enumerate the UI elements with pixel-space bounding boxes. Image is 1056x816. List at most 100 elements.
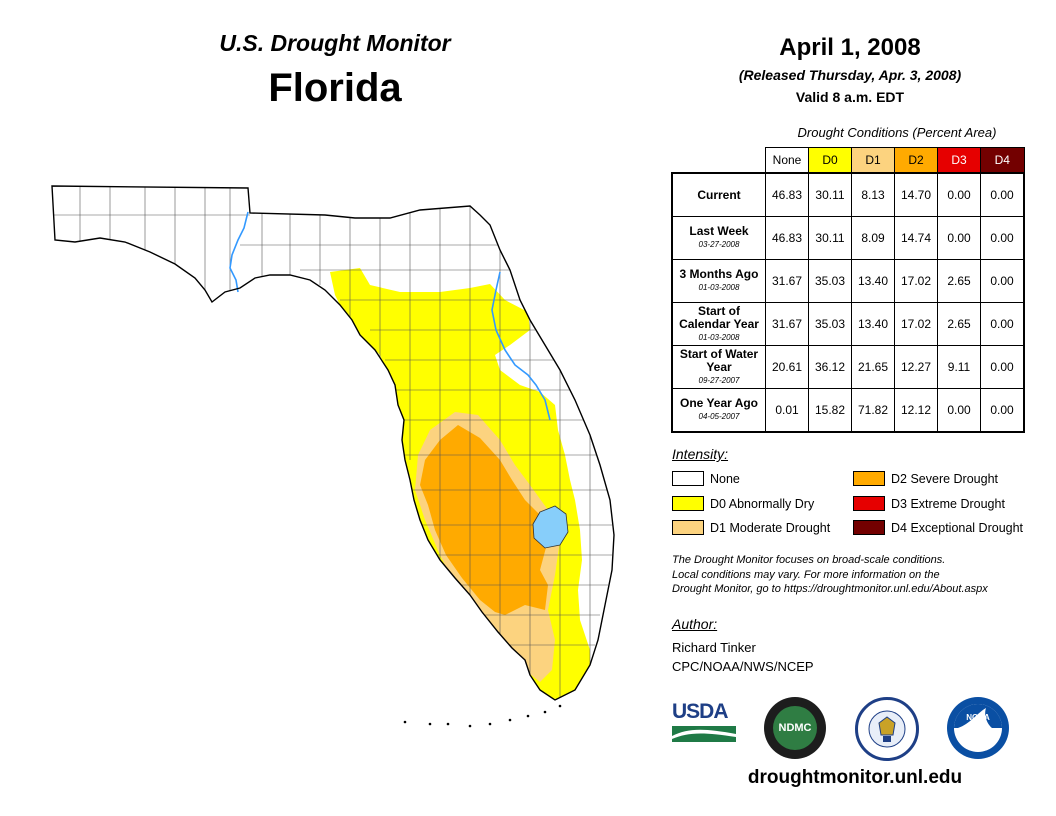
table-row: 3 Months Ago 01-03-2008 31.67 35.03 13.40 17.… (671, 259, 1025, 303)
note-line: Drought Monitor, go to https://droughtmo… (672, 583, 988, 595)
lake-okeechobee (532, 505, 569, 549)
cell-d0: 15.82 (808, 388, 852, 433)
florida-keys (403, 704, 562, 728)
cell-d1: 13.40 (851, 302, 895, 346)
table-row: Start of Water Year 09-27-2007 20.61 36.12 2… (671, 345, 1025, 389)
st-johns-river (491, 271, 551, 421)
table-row: Last Week 03-27-2008 46.83 30.11 8.09 14.74 0.… (671, 216, 1025, 260)
note-line: Local conditions may vary. For more info… (672, 568, 940, 581)
county-boundaries (52, 186, 612, 700)
cell-d2: 12.12 (894, 388, 938, 433)
cell-d2: 14.74 (894, 216, 938, 260)
legend-label: D1 Moderate Drought (710, 520, 831, 535)
cell-d3: 0.00 (937, 388, 981, 433)
col-header-d3: D3 (937, 147, 981, 174)
cell-d2: 12.27 (894, 345, 938, 389)
legend-item-d3: D3 Extreme Drought (853, 496, 1005, 511)
cell-d4: 0.00 (980, 388, 1025, 433)
row-date: 03-27-2008 (698, 240, 740, 249)
cell-none: 31.67 (765, 259, 809, 303)
legend-label: None (710, 471, 740, 486)
cell-d4: 0.00 (980, 259, 1025, 303)
cell-d4: 0.00 (980, 216, 1025, 260)
legend-swatch (672, 520, 704, 535)
cell-d3: 0.00 (937, 216, 981, 260)
cell-d0: 36.12 (808, 345, 852, 389)
cell-d0: 30.11 (808, 172, 852, 217)
cell-d4: 0.00 (980, 172, 1025, 217)
legend-item-d2: D2 Severe Drought (853, 471, 998, 486)
noaa-logo-text: NOAA (966, 713, 990, 722)
row-label: Last Week 03-27-2008 (671, 216, 766, 260)
legend-item-d4: D4 Exceptional Drought (853, 520, 1023, 535)
author-block: Richard Tinker CPC/NOAA/NWS/NCEP (672, 638, 814, 676)
table-row: Current 46.83 30.11 8.13 14.70 0.00 0.00 (671, 172, 1025, 217)
row-label-text: One Year Ago (679, 396, 759, 410)
legend-swatch (853, 520, 885, 535)
legend-swatch (853, 496, 885, 511)
cell-none: 46.83 (765, 216, 809, 260)
row-label: Start of Calendar Year 01-03-2008 (671, 302, 766, 346)
legend-item-none: None (672, 471, 740, 486)
cell-d0: 30.11 (808, 216, 852, 260)
col-header-d2: D2 (894, 147, 938, 174)
cell-d4: 0.00 (980, 302, 1025, 346)
author-org: CPC/NOAA/NWS/NCEP (672, 659, 814, 674)
col-header-none: None (765, 147, 809, 174)
row-date: 01-03-2008 (698, 283, 740, 292)
cell-d3: 2.65 (937, 302, 981, 346)
cell-none: 31.67 (765, 302, 809, 346)
legend-label: D3 Extreme Drought (891, 496, 1005, 511)
cell-d1: 21.65 (851, 345, 895, 389)
table-corner (672, 148, 766, 174)
row-date: 04-05-2007 (698, 412, 740, 421)
cell-d1: 71.82 (851, 388, 895, 433)
row-label-text: Start of Calendar Year (679, 303, 759, 331)
cell-d2: 17.02 (894, 259, 938, 303)
row-date: 01-03-2008 (698, 332, 740, 342)
author-name: Richard Tinker (672, 640, 756, 655)
usda-logo-icon: USDA (672, 700, 738, 748)
valid-time: Valid 8 a.m. EDT (795, 89, 905, 105)
legend-swatch (853, 471, 885, 486)
cell-d1: 8.09 (851, 216, 895, 260)
cell-d2: 14.70 (894, 172, 938, 217)
cell-d1: 13.40 (851, 259, 895, 303)
ndmc-logo-text: NDMC (773, 706, 817, 750)
col-header-d1: D1 (851, 147, 895, 174)
drought-conditions-table: None D0 D1 D2 D3 D4 Current 46.83 30.11 8.1… (671, 147, 1025, 433)
note-line: The Drought Monitor focuses on broad-sca… (672, 554, 946, 566)
legend-swatch (672, 471, 704, 486)
legend-item-d0: D0 Abnormally Dry (672, 496, 814, 511)
cell-d3: 9.11 (937, 345, 981, 389)
website-url[interactable]: droughtmonitor.unl.edu (747, 767, 963, 788)
d2-area (420, 425, 548, 615)
product-title: U.S. Drought Monitor (219, 30, 451, 56)
doc-seal-icon (855, 697, 919, 761)
row-label-text: Start of Water Year (679, 346, 759, 374)
col-header-d0: D0 (808, 147, 852, 174)
table-row: Start of Calendar Year 01-03-2008 31.67 35.… (671, 302, 1025, 346)
cell-d2: 17.02 (894, 302, 938, 346)
row-date: 09-27-2007 (698, 375, 740, 385)
legend-label: D4 Exceptional Drought (891, 520, 1024, 535)
table-caption: Drought Conditions (Percent Area) (797, 125, 997, 140)
row-label-text: Current (697, 187, 741, 202)
cell-none: 0.01 (765, 388, 809, 433)
cell-d0: 35.03 (808, 302, 852, 346)
legend-swatch (672, 496, 704, 511)
row-label-text: 3 Months Ago (679, 267, 759, 281)
row-label: Start of Water Year 09-27-2007 (671, 345, 766, 389)
disclaimer-note: The Drought Monitor focuses on broad-sca… (672, 553, 1042, 597)
cell-d3: 2.65 (937, 259, 981, 303)
cell-d1: 8.13 (851, 172, 895, 217)
state-title: Florida (268, 66, 402, 110)
ndmc-logo-icon: NDMC (764, 697, 826, 759)
cell-d0: 35.03 (808, 259, 852, 303)
table-row: One Year Ago 04-05-2007 0.01 15.82 71.82 12.1… (671, 388, 1025, 433)
row-label-text: Last Week (689, 224, 749, 238)
legend-item-d1: D1 Moderate Drought (672, 520, 830, 535)
cell-d4: 0.00 (980, 345, 1025, 389)
author-heading: Author: (672, 616, 718, 632)
row-label: 3 Months Ago 01-03-2008 (671, 259, 766, 303)
